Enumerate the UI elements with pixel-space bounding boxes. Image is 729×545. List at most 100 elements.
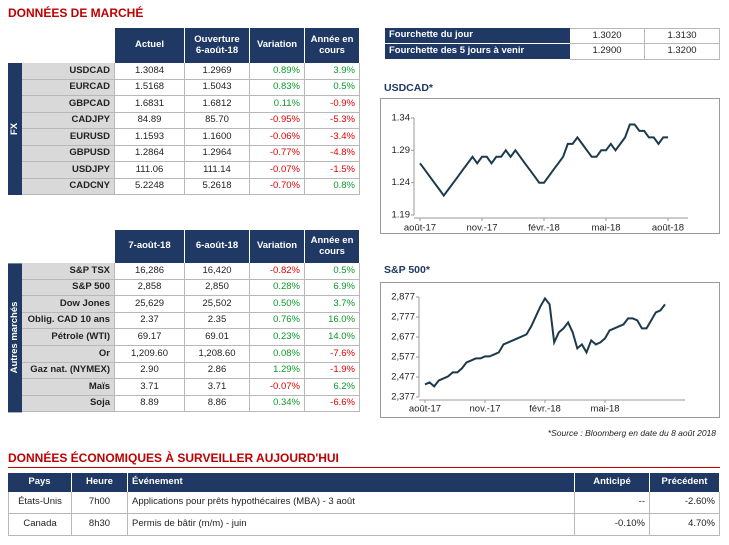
- value-cell: 0.34%: [250, 395, 305, 413]
- page-title: DONNÉES DE MARCHÉ: [8, 6, 144, 20]
- value-cell: 1,209.60: [115, 346, 185, 363]
- section-title: DONNÉES ÉCONOMIQUES À SURVEILLER AUJOURD…: [8, 451, 339, 465]
- range-value: 1.3130: [645, 28, 720, 44]
- y-tick-label: 1.34: [392, 113, 411, 124]
- row-label: EURCAD: [22, 79, 115, 96]
- row-label: Pétrole (WTI): [22, 329, 115, 346]
- value-cell: 69.01: [185, 329, 250, 346]
- value-cell: 3.7%: [305, 296, 360, 313]
- value-cell: 25,502: [185, 296, 250, 313]
- source-note: *Source : Bloomberg en date du 8 août 20…: [547, 428, 716, 438]
- value-cell: 1.1593: [115, 129, 185, 146]
- side-label: FX: [8, 63, 22, 195]
- line-chart: 2,377 2,477 2,577 2,677 2,777 2,877 août-17 nov…: [380, 282, 720, 418]
- value-cell: 0.5%: [305, 79, 360, 96]
- row-label: Oblig. CAD 10 ans: [22, 312, 115, 330]
- header-cell: 7-août-18: [115, 230, 185, 263]
- y-tick-label: 2,377: [391, 392, 415, 403]
- value-cell: -4.8%: [305, 145, 360, 162]
- value-cell: -6.6%: [305, 395, 360, 413]
- value-cell: 0.08%: [250, 346, 305, 363]
- y-tick-label: 2,677: [391, 332, 415, 343]
- row-label: GBPUSD: [22, 145, 115, 162]
- value-cell: -0.07%: [250, 162, 305, 179]
- value-cell: -0.95%: [250, 112, 305, 129]
- value-cell: 16,420: [185, 263, 250, 280]
- value-cell: 8.89: [115, 395, 185, 413]
- value-cell: 2.35: [185, 312, 250, 330]
- value-cell: 69.17: [115, 329, 185, 346]
- range-label: Fourchette des 5 jours à venir: [385, 44, 570, 60]
- value-cell: 85.70: [185, 112, 250, 129]
- chart-title: USDCAD*: [384, 82, 434, 95]
- value-cell: -0.06%: [250, 129, 305, 146]
- value-cell: 1.5043: [185, 79, 250, 96]
- y-tick-label: 2,477: [391, 372, 415, 383]
- value-cell: 1.6812: [185, 96, 250, 113]
- side-label: Autres marchés: [8, 263, 22, 413]
- range-label: Fourchette du jour: [385, 28, 570, 44]
- value-cell: -7.6%: [305, 346, 360, 363]
- event-cell: 4.70%: [650, 514, 720, 536]
- value-cell: 5.2248: [115, 178, 185, 195]
- event-cell: Applications pour prêts hypothécaires (M…: [128, 492, 575, 514]
- y-tick-label: 2,577: [391, 352, 415, 363]
- y-tick-label: 2,877: [391, 292, 415, 303]
- value-cell: 0.28%: [250, 279, 305, 297]
- x-tick-label: nov.-17: [467, 223, 498, 234]
- value-cell: 3.9%: [305, 63, 360, 80]
- value-cell: 1.6831: [115, 96, 185, 113]
- range-value: 1.2900: [570, 44, 645, 60]
- header-cell: Anticipé: [575, 473, 650, 492]
- x-tick-label: août-17: [409, 404, 441, 415]
- event-cell: -0.10%: [575, 514, 650, 536]
- value-cell: 1,208.60: [185, 346, 250, 363]
- x-tick-label: août-17: [404, 223, 436, 234]
- row-label: S&P 500: [22, 279, 115, 297]
- value-cell: 1.3084: [115, 63, 185, 80]
- header-cell: Année en cours: [305, 230, 360, 263]
- row-label: GBPCAD: [22, 96, 115, 113]
- value-cell: 2,850: [185, 279, 250, 297]
- line-chart: 1.19 1.24 1.29 1.34 août-17 nov.-17 févr.-18 ma…: [380, 98, 720, 234]
- value-cell: 1.1600: [185, 129, 250, 146]
- value-cell: 111.06: [115, 162, 185, 179]
- value-cell: 111.14: [185, 162, 250, 179]
- value-cell: -5.3%: [305, 112, 360, 129]
- row-label: Dow Jones: [22, 296, 115, 313]
- row-label: Maïs: [22, 379, 115, 396]
- x-tick-label: mai-18: [590, 404, 619, 415]
- header-cell: Précédent: [650, 473, 720, 492]
- header-cell: Événement: [128, 473, 575, 492]
- chart-frame: [380, 98, 720, 234]
- header-cell: Ouverture 6-août-18: [185, 28, 250, 63]
- price-line: [424, 296, 666, 388]
- header-cell: 6-août-18: [185, 230, 250, 263]
- row-label: CADCNY: [22, 178, 115, 195]
- value-cell: 25,629: [115, 296, 185, 313]
- event-cell: 7h00: [72, 492, 128, 514]
- range-value: 1.3200: [645, 44, 720, 60]
- row-label: S&P TSX: [22, 263, 115, 280]
- y-tick-label: 2,777: [391, 312, 415, 323]
- event-cell: Canada: [8, 514, 72, 536]
- x-tick-label: févr.-18: [529, 404, 561, 415]
- value-cell: 1.29%: [250, 362, 305, 380]
- value-cell: 0.89%: [250, 63, 305, 80]
- value-cell: 0.8%: [305, 178, 360, 195]
- event-cell: --: [575, 492, 650, 514]
- value-cell: 3.71: [115, 379, 185, 396]
- value-cell: 8.86: [185, 395, 250, 413]
- y-tick-label: 1.24: [392, 177, 411, 188]
- value-cell: 1.5168: [115, 79, 185, 96]
- header-cell: Variation: [250, 230, 305, 263]
- divider: [8, 467, 720, 468]
- value-cell: 1.2864: [115, 145, 185, 162]
- chart-title: S&P 500*: [384, 264, 430, 277]
- header-cell: Pays: [8, 473, 72, 492]
- event-cell: 8h30: [72, 514, 128, 536]
- value-cell: 16.0%: [305, 312, 360, 330]
- header-cell: Heure: [72, 473, 128, 492]
- value-cell: -0.82%: [250, 263, 305, 280]
